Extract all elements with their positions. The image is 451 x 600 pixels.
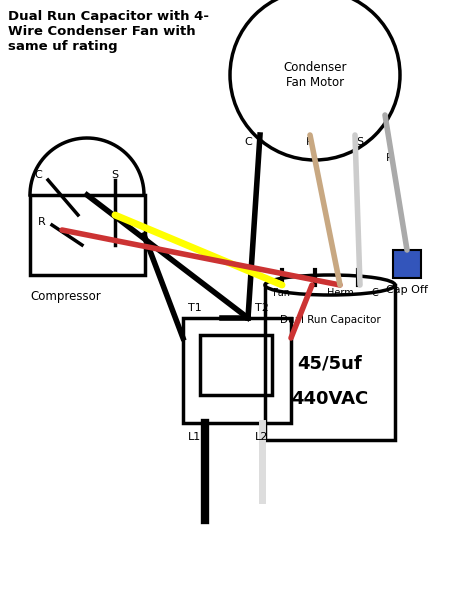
Text: S: S [111,170,119,180]
Text: Compressor: Compressor [30,290,101,303]
Text: R: R [386,153,394,163]
Text: R: R [306,137,314,147]
Text: Dual Run Capacitor with 4-
Wire Condenser Fan with
same uf rating: Dual Run Capacitor with 4- Wire Condense… [8,10,209,53]
FancyBboxPatch shape [393,250,421,278]
Text: Condenser
Fan Motor: Condenser Fan Motor [283,61,347,89]
Text: C: C [244,137,252,147]
Text: Dual Run Capacitor: Dual Run Capacitor [280,315,380,325]
Text: C: C [372,288,378,298]
Text: 45/5uf: 45/5uf [298,355,362,373]
Text: C: C [34,170,42,180]
Text: 440VAC: 440VAC [291,390,368,408]
Text: Fan: Fan [273,288,290,298]
Ellipse shape [265,275,395,295]
Text: S: S [356,137,364,147]
Text: Herm: Herm [327,288,354,298]
Text: T2: T2 [255,303,269,313]
Text: L1: L1 [188,432,201,442]
Text: R: R [38,217,46,227]
Text: T1: T1 [188,303,202,313]
Text: Cap Off: Cap Off [386,285,428,295]
Text: L2: L2 [255,432,268,442]
